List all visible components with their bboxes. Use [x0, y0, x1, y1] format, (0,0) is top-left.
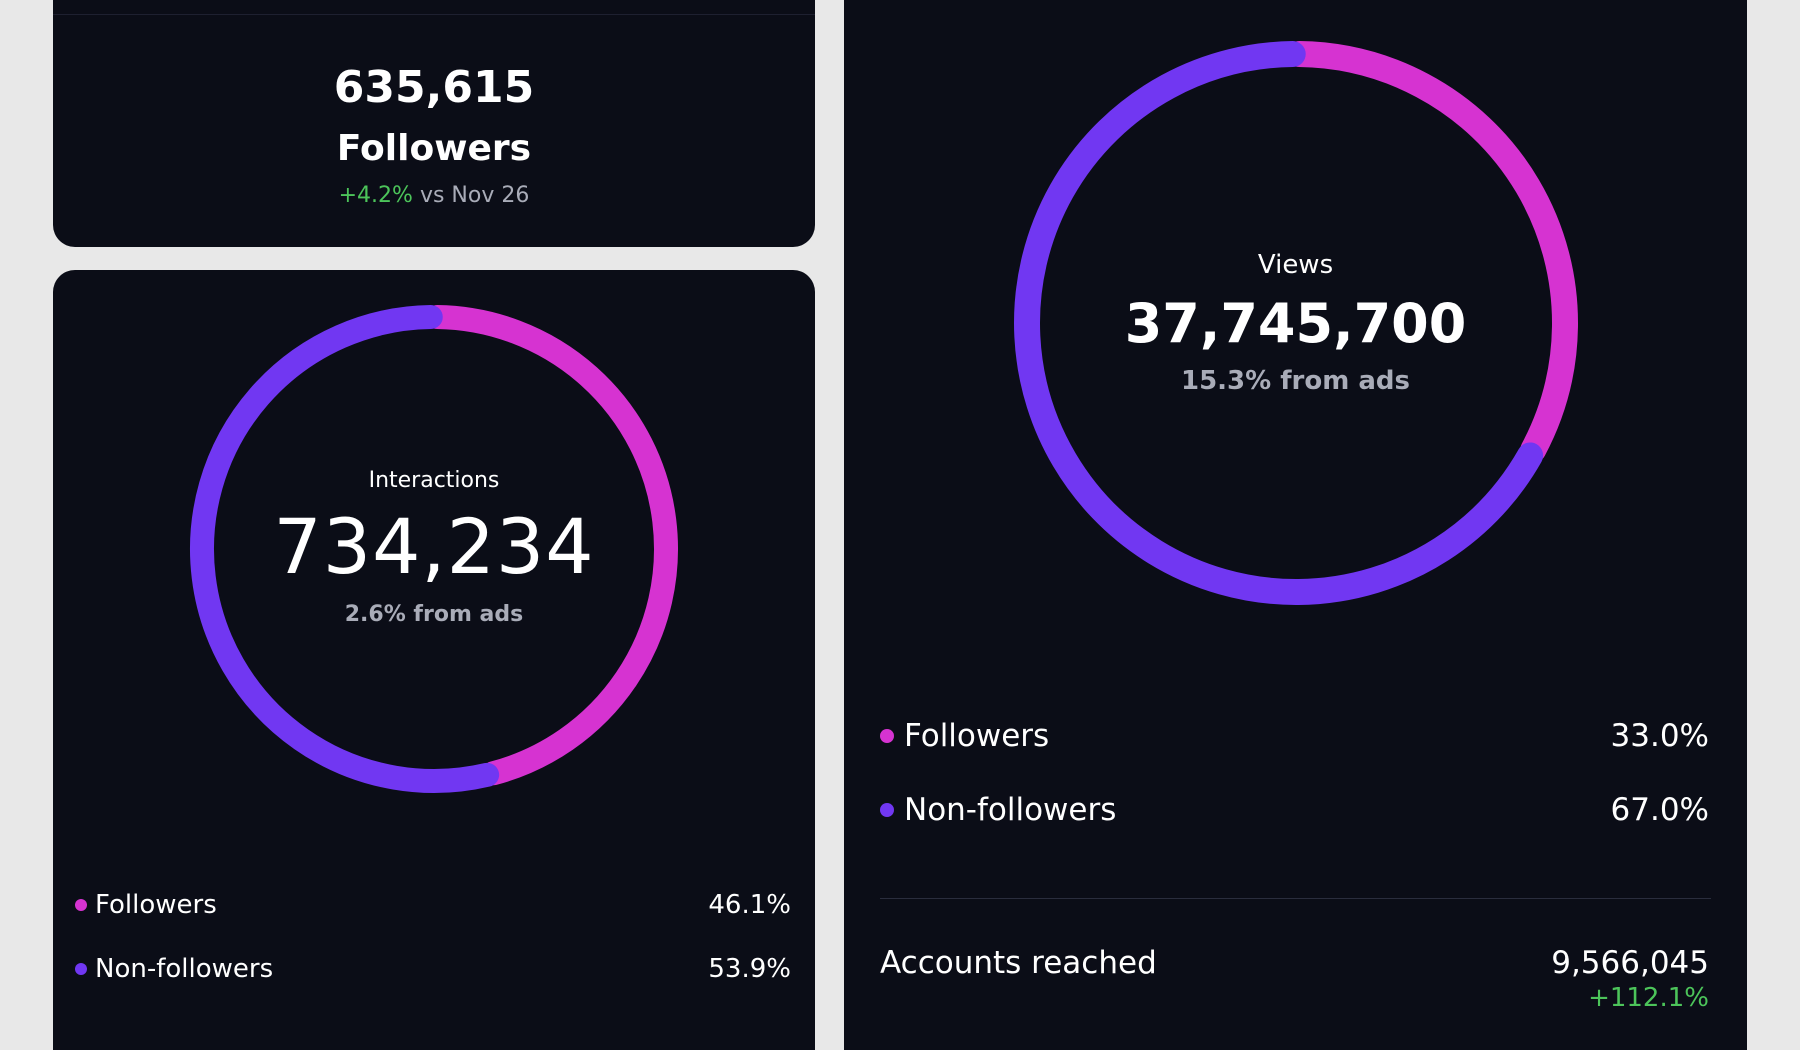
legend-row-followers: Followers 46.1%	[75, 890, 791, 920]
donut-segment-non-followers	[190, 305, 500, 793]
divider	[53, 14, 815, 15]
non-followers-dot-icon	[880, 803, 894, 817]
accounts-reached-change: +112.1%	[1588, 983, 1709, 1013]
followers-change: +4.2%	[338, 183, 413, 208]
interactions-value: 734,234	[273, 502, 595, 591]
accounts-reached-label: Accounts reached	[880, 945, 1157, 981]
interactions-donut-chart	[190, 305, 678, 793]
legend-label: Followers	[95, 890, 217, 920]
views-card: Views 37,745,700 15.3% from ads Follower…	[844, 0, 1747, 1050]
followers-count: 635,615	[333, 62, 535, 113]
views-donut-chart	[1014, 41, 1578, 605]
donut-segment-non-followers	[1014, 41, 1544, 605]
interactions-ads-note: 2.6% from ads	[344, 602, 524, 627]
interactions-label: Interactions	[368, 468, 500, 493]
legend-percent: 67.0%	[1610, 792, 1709, 828]
views-label: Views	[1257, 250, 1334, 280]
followers-card: 635,615 Followers +4.2% vs Nov 26	[53, 0, 815, 247]
legend-label: Non-followers	[904, 792, 1117, 828]
accounts-reached-value: 9,566,045	[1551, 945, 1709, 981]
legend-label: Followers	[904, 718, 1050, 754]
non-followers-dot-icon	[75, 963, 87, 975]
legend-percent: 46.1%	[708, 890, 791, 920]
legend-row-non-followers: Non-followers 67.0%	[880, 792, 1709, 828]
donut-segment-followers	[1286, 41, 1578, 463]
followers-comparison: vs Nov 26	[419, 183, 530, 208]
views-ads-note: 15.3% from ads	[1180, 366, 1411, 396]
views-value: 37,745,700	[1124, 292, 1467, 355]
donut-segment-followers	[425, 305, 678, 786]
followers-dot-icon	[75, 899, 87, 911]
followers-change-line: +4.2% vs Nov 26	[53, 183, 815, 208]
legend-row-followers: Followers 33.0%	[880, 718, 1709, 754]
divider	[880, 898, 1711, 899]
legend-percent: 53.9%	[708, 954, 791, 984]
accounts-reached-row: Accounts reached 9,566,045 +112.1%	[880, 945, 1709, 1013]
interactions-card: Interactions 734,234 2.6% from ads Follo…	[53, 270, 815, 1050]
followers-dot-icon	[880, 729, 894, 743]
followers-label: Followers	[336, 128, 532, 169]
legend-label: Non-followers	[95, 954, 274, 984]
legend-row-non-followers: Non-followers 53.9%	[75, 954, 791, 984]
legend-percent: 33.0%	[1610, 718, 1709, 754]
